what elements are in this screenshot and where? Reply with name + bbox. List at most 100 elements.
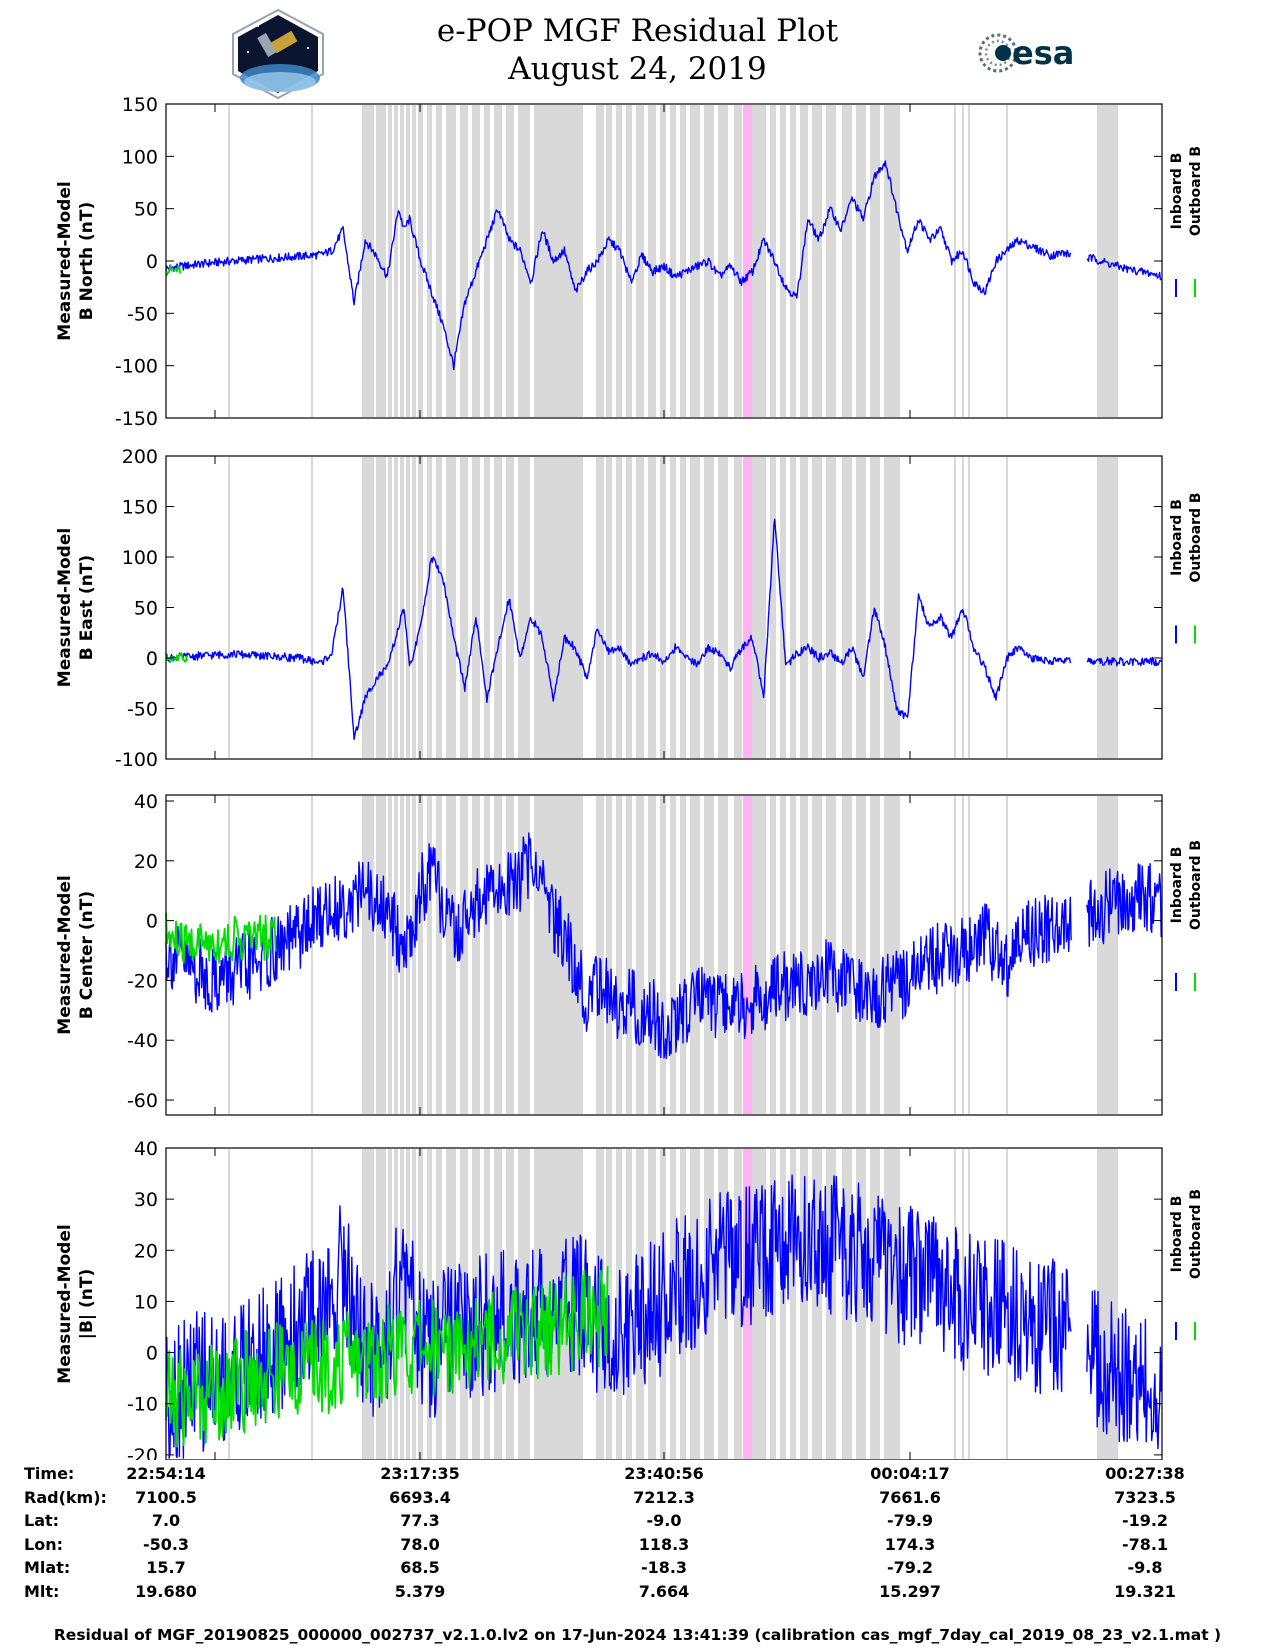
y-axis-label-line-1: Measured-Model bbox=[55, 875, 75, 1034]
info-row-label: Lon: bbox=[24, 1534, 63, 1554]
info-row: Rad(km): 7100.5 6693.4 7212.3 7661.6 7323.5 bbox=[0, 1488, 1275, 1512]
gap-band bbox=[870, 1149, 880, 1459]
y-tick-label: 50 bbox=[134, 199, 158, 221]
chart-panel-1: -150 -100 -50 0 50 100 150 Measured-Model B Nort… bbox=[55, 94, 1204, 430]
y-tick-label: 0 bbox=[146, 648, 158, 670]
y-axis-label-line-2: |B| (nT) bbox=[77, 1269, 97, 1340]
highlight-band bbox=[743, 457, 752, 758]
gap-band bbox=[472, 105, 480, 417]
plot-title: e-POP MGF Residual Plot August 24, 2019 bbox=[0, 12, 1275, 88]
gap-band bbox=[376, 1149, 386, 1459]
gap-band bbox=[616, 105, 622, 417]
gap-band bbox=[506, 105, 514, 417]
gap-band bbox=[884, 796, 900, 1114]
gap-band bbox=[842, 457, 852, 758]
gap-band bbox=[1097, 457, 1118, 758]
outboard-b-series bbox=[165, 264, 182, 277]
y-tick-label: 40 bbox=[134, 791, 158, 813]
gap-band bbox=[606, 796, 612, 1114]
gap-band bbox=[648, 105, 656, 417]
info-value: -18.3 bbox=[640, 1558, 688, 1577]
gap-band bbox=[856, 796, 866, 1114]
info-row-label: Mlt: bbox=[24, 1581, 60, 1601]
chart-panel-4: -20 -10 0 10 20 30 40 Measured-Model |B| (nT) Inb… bbox=[55, 1138, 1204, 1460]
gap-line bbox=[954, 457, 956, 758]
gap-band bbox=[376, 457, 386, 758]
gap-band bbox=[734, 105, 742, 417]
gap-band bbox=[842, 105, 852, 417]
gap-band bbox=[460, 796, 468, 1114]
info-value: 23:40:56 bbox=[624, 1464, 704, 1483]
gap-band bbox=[734, 1149, 742, 1459]
info-value: 7100.5 bbox=[135, 1487, 197, 1507]
y-tick-label: 40 bbox=[134, 1138, 158, 1160]
y-tick-label: 100 bbox=[122, 547, 158, 569]
y-axis: -60 -40 -20 0 20 40 bbox=[127, 791, 1163, 1115]
info-value: 19.680 bbox=[135, 1581, 197, 1601]
gap-band bbox=[472, 457, 480, 758]
gap-band bbox=[406, 1149, 410, 1459]
gap-band bbox=[436, 457, 442, 758]
gap-band bbox=[606, 105, 612, 417]
chart-panel-2: -100 -50 0 50 100 150 200 Measured-Model B East … bbox=[55, 446, 1204, 771]
info-value: -78.1 bbox=[1121, 1534, 1169, 1554]
info-value: 174.3 bbox=[884, 1534, 936, 1554]
y-tick-label: 50 bbox=[134, 598, 158, 620]
gap-band bbox=[400, 105, 404, 417]
gap-band bbox=[800, 457, 808, 758]
gap-line bbox=[228, 105, 230, 417]
esa-logo-mark: esa bbox=[978, 33, 1074, 73]
y-axis-label-line-1: Measured-Model bbox=[55, 1224, 75, 1383]
gap-line bbox=[962, 105, 964, 417]
cassiope-mission-logo bbox=[232, 8, 324, 100]
gap-band bbox=[446, 105, 456, 417]
legend-label: Inboard B bbox=[1169, 847, 1185, 924]
y-tick-label: -40 bbox=[127, 1030, 158, 1052]
info-value: -79.9 bbox=[886, 1511, 934, 1530]
gap-band bbox=[790, 105, 796, 417]
gap-band bbox=[484, 105, 490, 417]
gap-band bbox=[460, 105, 468, 417]
gap-band bbox=[494, 457, 502, 758]
outboard-b-series bbox=[165, 1266, 609, 1448]
y-axis-label-line-2: B Center (nT) bbox=[77, 891, 97, 1019]
outboard-b-series bbox=[165, 652, 188, 663]
gap-band bbox=[394, 457, 398, 758]
gap-line bbox=[311, 796, 313, 1114]
info-value: 78.0 bbox=[400, 1534, 440, 1554]
y-axis-label-line-2: B North (nT) bbox=[77, 202, 97, 321]
gap-band bbox=[718, 796, 728, 1114]
y-tick-label: 100 bbox=[122, 146, 158, 168]
y-tick-label: -20 bbox=[127, 1445, 158, 1460]
gap-band bbox=[680, 457, 686, 758]
gap-line bbox=[228, 1149, 230, 1459]
gap-band bbox=[427, 105, 432, 417]
gap-band bbox=[412, 796, 416, 1114]
y-tick-label: 30 bbox=[134, 1189, 158, 1211]
inboard-b-series bbox=[165, 518, 1162, 740]
info-row-label: Rad(km): bbox=[24, 1487, 107, 1507]
y-tick-label: -100 bbox=[115, 749, 158, 771]
gap-band bbox=[427, 796, 432, 1114]
gap-band bbox=[812, 105, 822, 417]
gap-band bbox=[412, 457, 416, 758]
info-value: 7661.6 bbox=[879, 1487, 941, 1507]
y-tick-label: 20 bbox=[134, 851, 158, 873]
info-value: 19.321 bbox=[1114, 1581, 1176, 1601]
gap-band bbox=[446, 457, 456, 758]
gap-band bbox=[472, 796, 480, 1114]
gap-band bbox=[680, 105, 686, 417]
gap-band bbox=[484, 796, 490, 1114]
info-value: 7323.5 bbox=[1114, 1487, 1176, 1507]
info-value: 15.7 bbox=[146, 1558, 186, 1577]
gap-band bbox=[770, 796, 776, 1114]
gap-band bbox=[394, 105, 398, 417]
gap-band bbox=[626, 457, 632, 758]
gap-band bbox=[780, 1149, 786, 1459]
gap-band bbox=[484, 457, 490, 758]
gap-band bbox=[690, 105, 700, 417]
highlight-band bbox=[743, 105, 752, 417]
info-row: Lat: 7.0 77.3 -9.0 -79.9 -19.2 bbox=[0, 1511, 1275, 1535]
info-value: 7.0 bbox=[151, 1511, 181, 1530]
gap-band bbox=[596, 105, 604, 417]
